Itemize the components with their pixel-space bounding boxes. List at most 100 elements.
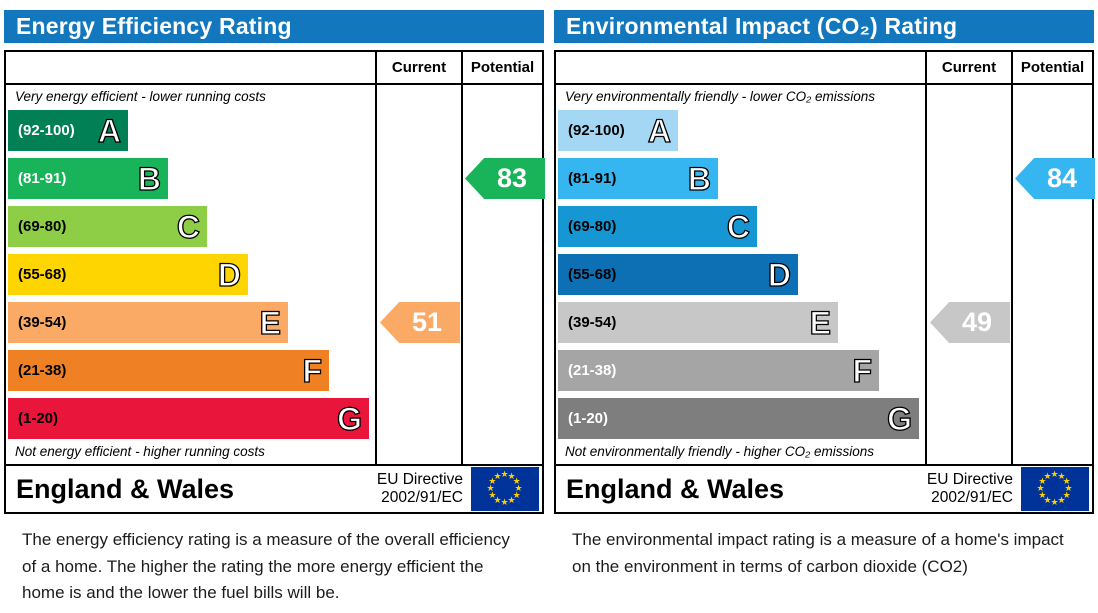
eu-flag-star: ★	[512, 490, 521, 500]
eu-flag-star: ★	[500, 469, 509, 479]
band-d: (55-68) D	[8, 254, 248, 295]
environmental-rating-description: The environmental impact rating is a mea…	[572, 530, 1064, 576]
band-range: (92-100)	[568, 122, 625, 139]
band-range: (92-100)	[18, 122, 75, 139]
bands: (92-100) A (81-91) B (69-80) C (55-68) D (39-54)…	[8, 110, 369, 446]
bottom-annotation: Not energy efficient - higher running co…	[15, 444, 265, 459]
band-letter: A	[97, 112, 121, 149]
band-range: (1-20)	[18, 410, 59, 427]
eu-flag-star: ★	[1038, 490, 1047, 500]
band-range: (69-80)	[18, 218, 67, 235]
band-range: (39-54)	[18, 314, 67, 331]
eu-flag-star: ★	[1050, 497, 1059, 507]
band-range: (21-38)	[18, 362, 67, 379]
band-letter: A	[647, 112, 671, 149]
energy-chart-box: Current Potential Very energy efficient …	[4, 50, 545, 514]
eu-flag-star: ★	[1036, 483, 1045, 493]
rating-panels: Energy Efficiency Rating Current Potenti…	[4, 10, 1095, 607]
bottom-annotation: Not environmentally friendly - higher CO…	[565, 444, 875, 459]
band-range: (81-91)	[568, 170, 617, 187]
eu-directive-line1: EU Directive	[376, 471, 463, 489]
eu-flag-star: ★	[1057, 495, 1066, 506]
band-a: (92-100) A	[558, 110, 678, 151]
potential-rating-value: 84	[1046, 163, 1078, 193]
energy-efficiency-panel: Energy Efficiency Rating Current Potenti…	[4, 10, 545, 607]
band-letter: C	[726, 208, 750, 245]
eu-directive-line1: EU Directive	[926, 471, 1013, 489]
band-range: (1-20)	[568, 410, 609, 427]
eu-directive-line2: 2002/91/EC	[381, 489, 463, 506]
eu-flag-star: ★	[512, 476, 521, 486]
band-letter: E	[809, 304, 832, 341]
eu-directive-label: EU Directive 2002/91/EC	[377, 471, 463, 507]
region-label: England & Wales	[566, 473, 785, 504]
chart-footer: England & Wales EU Directive 2002/91/EC …	[556, 464, 1092, 512]
top-annotation: Very energy efficient - lower running co…	[15, 89, 266, 104]
eu-flag-star: ★	[488, 490, 497, 500]
header-divider	[6, 83, 542, 85]
current-rating-value: 49	[961, 307, 993, 337]
band-range: (55-68)	[18, 266, 67, 283]
potential-rating-arrow: 83	[465, 158, 545, 199]
potential-column-header: Potential	[470, 59, 535, 76]
eu-flag-star: ★	[1062, 476, 1071, 486]
eu-flag-star: ★	[1062, 490, 1071, 500]
energy-title-bar: Energy Efficiency Rating	[4, 10, 544, 43]
current-column-divider	[375, 52, 377, 464]
chart-area: Current Potential Very environmentally f…	[556, 52, 1095, 464]
band-range: (55-68)	[568, 266, 617, 283]
band-c: (69-80) C	[8, 206, 207, 247]
header-divider	[556, 83, 1092, 85]
eu-flag-star: ★	[1038, 476, 1047, 486]
band-b: (81-91) B	[558, 158, 718, 199]
eu-flag-star: ★	[488, 476, 497, 486]
environmental-impact-panel: Environmental Impact (CO₂) Rating Curren…	[554, 10, 1095, 607]
panel-title: Environmental Impact (CO₂) Rating	[566, 13, 958, 39]
current-column-header: Current	[941, 59, 997, 76]
chart-area: Current Potential Very energy efficient …	[6, 52, 545, 464]
current-rating-value: 51	[411, 307, 443, 337]
band-g: (1-20) G	[558, 398, 919, 439]
band-f: (21-38) F	[558, 350, 879, 391]
eu-flag-icon: ★ ★ ★ ★ ★ ★ ★ ★ ★ ★ ★ ★	[471, 467, 539, 511]
band-g: (1-20) G	[8, 398, 369, 439]
potential-column-divider	[1011, 52, 1013, 464]
eu-flag-star: ★	[493, 470, 502, 481]
current-column-header: Current	[391, 59, 447, 76]
bands: (92-100) A (81-91) B (69-80) C (55-68) D (39-54)…	[558, 110, 919, 446]
energy-rating-description: The energy efficiency rating is a measur…	[22, 530, 510, 603]
band-letter: G	[336, 400, 362, 437]
band-letter: B	[687, 160, 711, 197]
band-letter: D	[767, 256, 791, 293]
current-rating-arrow: 49	[930, 302, 1010, 343]
eu-flag-icon: ★ ★ ★ ★ ★ ★ ★ ★ ★ ★ ★ ★	[1021, 467, 1089, 511]
band-letter: G	[886, 400, 912, 437]
eu-flag-star: ★	[500, 497, 509, 507]
eu-flag-star: ★	[493, 495, 502, 506]
band-e: (39-54) E	[558, 302, 838, 343]
eu-flag-star: ★	[507, 495, 516, 506]
environmental-chart-box: Current Potential Very environmentally f…	[554, 50, 1095, 514]
band-b: (81-91) B	[8, 158, 168, 199]
current-column-divider	[925, 52, 927, 464]
potential-column-divider	[461, 52, 463, 464]
chart-footer: England & Wales EU Directive 2002/91/EC …	[6, 464, 542, 512]
eu-flag-star: ★	[1057, 470, 1066, 481]
potential-rating-arrow: 84	[1015, 158, 1095, 199]
band-letter: C	[176, 208, 200, 245]
band-f: (21-38) F	[8, 350, 329, 391]
band-letter: E	[259, 304, 282, 341]
band-letter: B	[137, 160, 161, 197]
eu-flag-star: ★	[486, 483, 495, 493]
panel-title: Energy Efficiency Rating	[16, 13, 292, 39]
environmental-title-bar: Environmental Impact (CO₂) Rating	[554, 10, 1094, 43]
eu-flag-star: ★	[1043, 470, 1052, 481]
top-annotation: Very environmentally friendly - lower CO…	[565, 89, 875, 104]
band-letter: D	[217, 256, 241, 293]
current-rating-arrow: 51	[380, 302, 460, 343]
potential-column-header: Potential	[1020, 59, 1085, 76]
band-d: (55-68) D	[558, 254, 798, 295]
eu-flag-star: ★	[1050, 469, 1059, 479]
potential-rating-value: 83	[496, 163, 528, 193]
